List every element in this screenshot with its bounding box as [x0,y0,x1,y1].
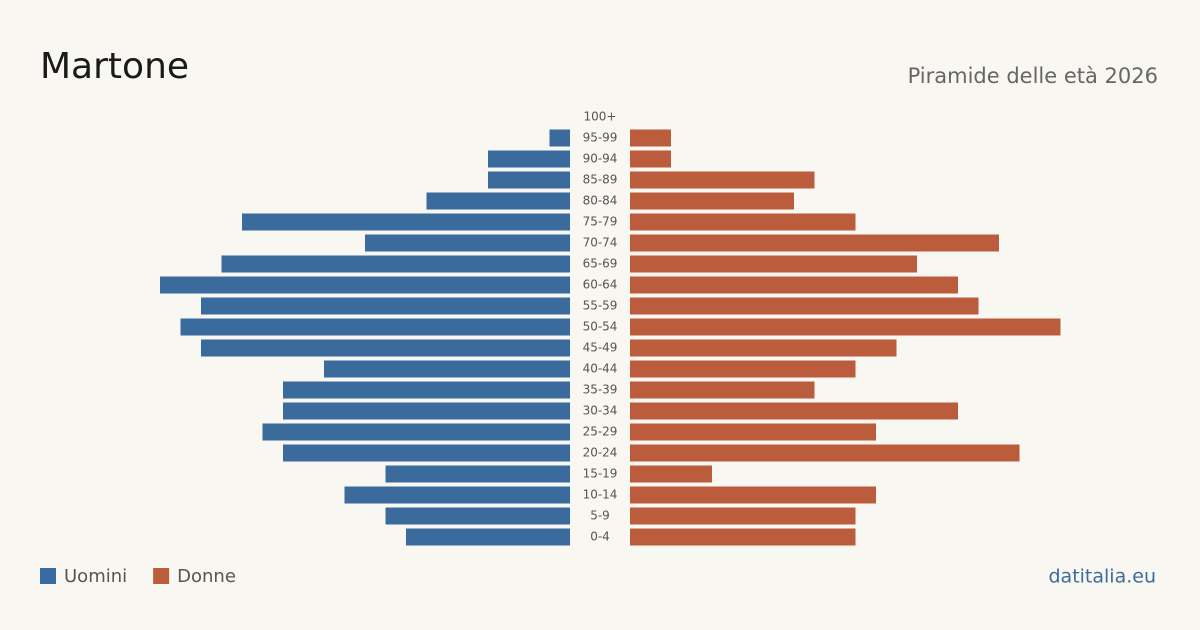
legend-label: Uomini [64,566,127,587]
bar-male [385,465,570,483]
bar-male [201,339,570,357]
bar-female [630,150,671,168]
age-label: 45-49 [583,341,618,355]
age-label: 85-89 [583,173,618,187]
bar-female [630,423,876,441]
bar-female [630,381,815,399]
bar-female [630,192,794,210]
bar-male [180,318,570,336]
bar-female [630,171,815,189]
age-label: 50-54 [583,320,618,334]
bar-male [488,171,570,189]
bar-male [549,129,570,147]
age-label: 65-69 [583,257,618,271]
bar-male [262,423,570,441]
bar-male [385,507,570,525]
bar-female [630,276,958,294]
bar-male [324,360,570,378]
age-label: 90-94 [583,152,618,166]
bar-female [630,465,712,483]
age-label: 0-4 [590,530,610,544]
bar-male [488,150,570,168]
age-label: 70-74 [583,236,618,250]
bar-female [630,129,671,147]
bar-female [630,234,999,252]
age-label: 100+ [584,110,617,124]
bar-male [160,276,570,294]
bar-male [283,402,570,420]
chart-subtitle: Piramide delle età 2026 [908,64,1158,88]
age-label: 40-44 [583,362,618,376]
age-label: 30-34 [583,404,618,418]
source: datitalia.eu [1049,566,1157,588]
bar-female [630,528,856,546]
bar-female [630,402,958,420]
bar-male [283,444,570,462]
bar-female [630,507,856,525]
bar-male [201,297,570,315]
age-label: 80-84 [583,194,618,208]
bar-male [242,213,570,231]
age-label: 20-24 [583,446,618,460]
legend-label: Donne [177,566,236,587]
bar-female [630,339,897,357]
bar-female [630,360,856,378]
chart-title: Martone [40,46,189,87]
bar-female [630,213,856,231]
bar-male [344,486,570,504]
bar-female [630,486,876,504]
bar-female [630,255,917,273]
age-label: 15-19 [583,467,618,481]
age-label: 5-9 [590,509,610,523]
age-label: 60-64 [583,278,618,292]
age-label: 35-39 [583,383,618,397]
bar-male [221,255,570,273]
age-label: 10-14 [583,488,618,502]
bar-male [283,381,570,399]
age-label: 55-59 [583,299,618,313]
legend-swatch [40,568,56,584]
age-label: 75-79 [583,215,618,229]
bar-male [426,192,570,210]
age-label: 95-99 [583,131,618,145]
bar-female [630,444,1020,462]
legend-swatch [153,568,170,584]
bar-female [630,318,1061,336]
bar-male [406,528,570,546]
bar-female [630,297,979,315]
bar-male [365,234,570,252]
age-label: 25-29 [583,425,618,439]
